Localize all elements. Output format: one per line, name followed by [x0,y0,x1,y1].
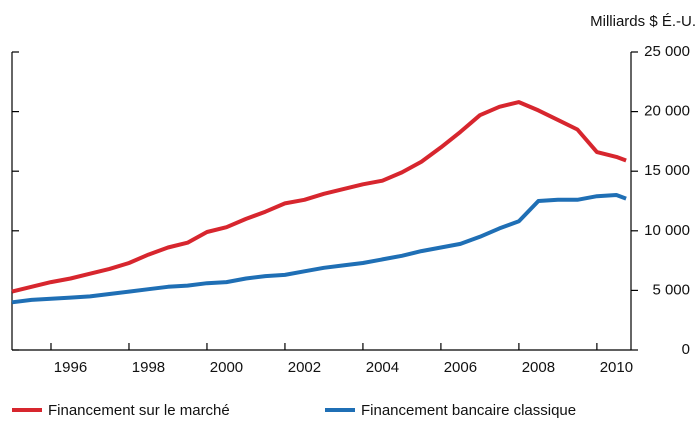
series-line [11,193,627,305]
x-tick-label: 2006 [444,359,477,376]
x-tick-label: 2008 [522,359,555,376]
x-tick-label: 2010 [600,359,633,376]
y-tick-label: 10 000 [644,222,690,239]
legend-label: Financement sur le marché [48,402,230,419]
x-tick-label: 1996 [54,359,87,376]
x-tick-label: 2000 [210,359,243,376]
y-axis-label: Milliards $ É.-U. [590,13,696,30]
legend-label: Financement bancaire classique [361,402,576,419]
x-tick-label: 1998 [132,359,165,376]
y-tick-label: 20 000 [644,103,690,120]
x-tick-label: 2002 [288,359,321,376]
y-tick-label: 15 000 [644,162,690,179]
x-tick-label: 2004 [366,359,399,376]
y-tick-label: 0 [682,341,690,358]
series-line [11,100,627,294]
y-tick-label: 25 000 [644,43,690,60]
y-tick-label: 5 000 [652,281,690,298]
